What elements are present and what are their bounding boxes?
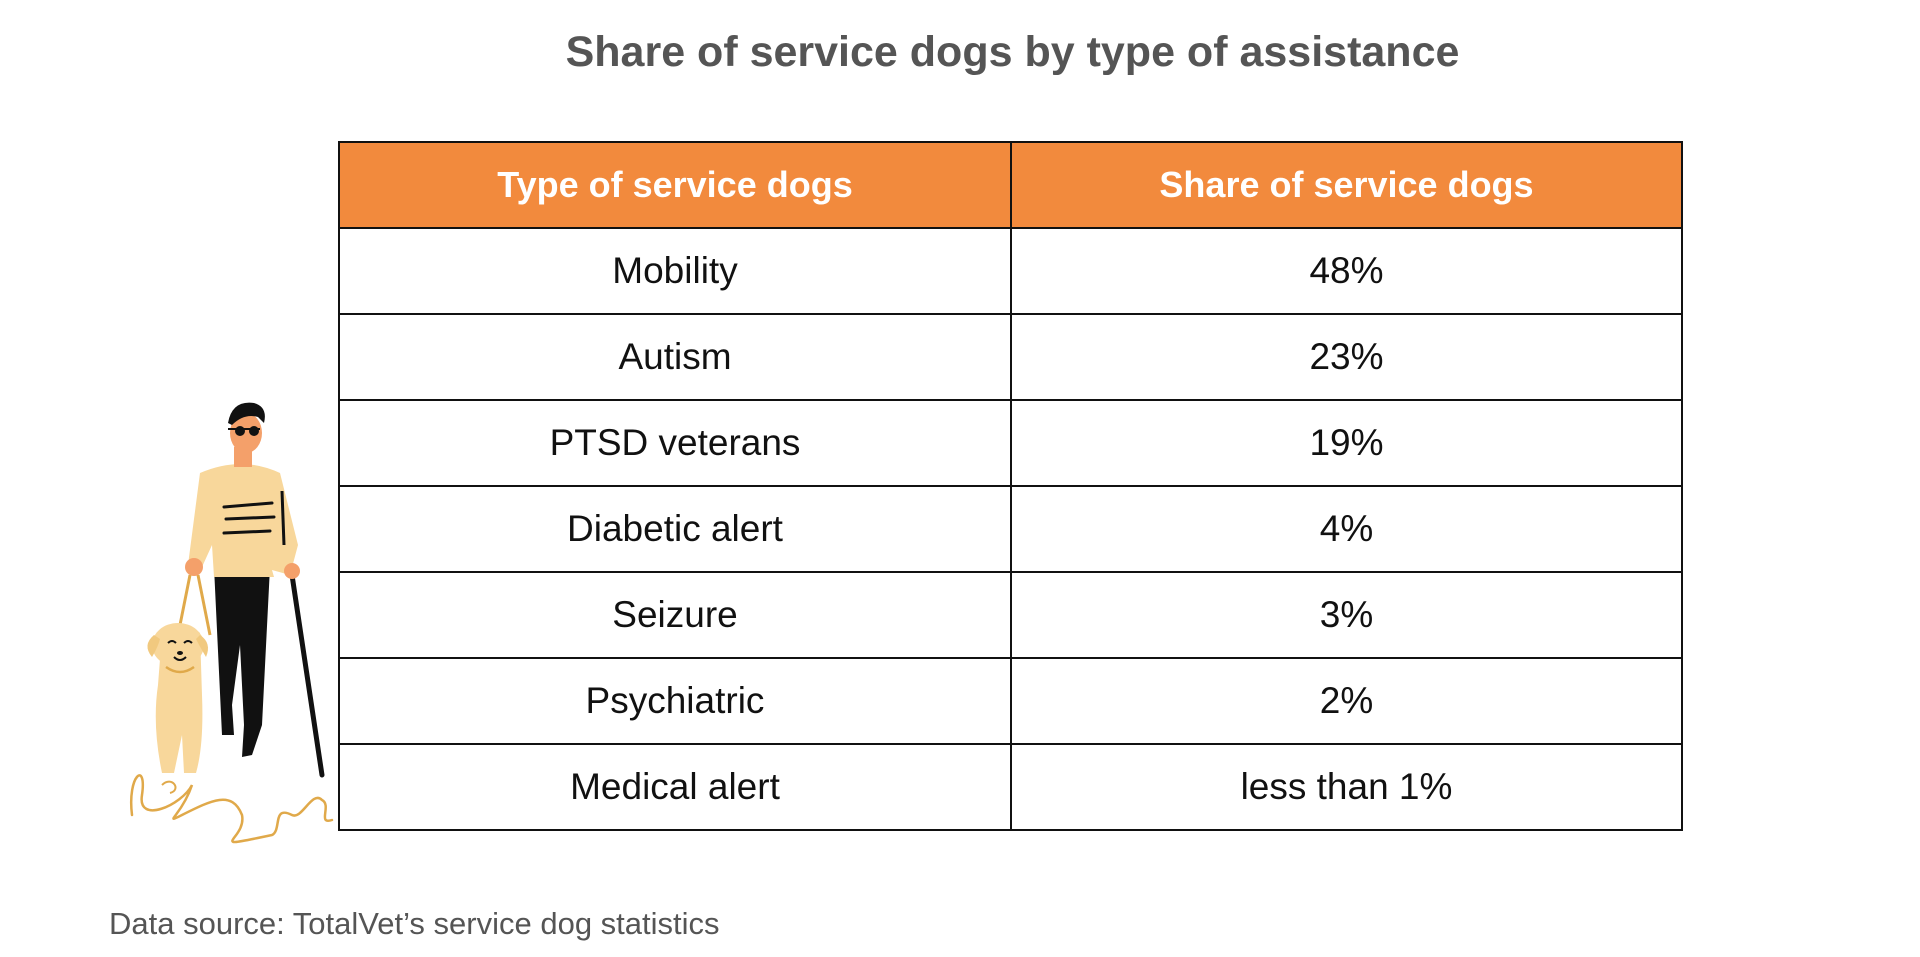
table-row: Medical alert less than 1% bbox=[338, 743, 1683, 831]
cell-share: 2% bbox=[1010, 657, 1683, 745]
cell-type: PTSD veterans bbox=[338, 399, 1012, 487]
data-source-note: Data source: TotalVet’s service dog stat… bbox=[109, 906, 720, 941]
cell-type: Psychiatric bbox=[338, 657, 1012, 745]
table-row: Diabetic alert 4% bbox=[338, 485, 1683, 573]
cell-type: Mobility bbox=[338, 227, 1012, 315]
data-table-container: Type of service dogs Share of service do… bbox=[338, 141, 1683, 831]
cell-share: less than 1% bbox=[1010, 743, 1683, 831]
chart-title: Share of service dogs by type of assista… bbox=[565, 28, 1460, 76]
table-row: Seizure 3% bbox=[338, 571, 1683, 659]
data-table: Type of service dogs Share of service do… bbox=[338, 141, 1683, 831]
table-header-row: Type of service dogs Share of service do… bbox=[338, 141, 1683, 229]
table-row: Mobility 48% bbox=[338, 227, 1683, 315]
table-row: Psychiatric 2% bbox=[338, 657, 1683, 745]
cell-share: 19% bbox=[1010, 399, 1683, 487]
cell-share: 23% bbox=[1010, 313, 1683, 401]
cell-share: 4% bbox=[1010, 485, 1683, 573]
table-row: PTSD veterans 19% bbox=[338, 399, 1683, 487]
cell-type: Diabetic alert bbox=[338, 485, 1012, 573]
column-header-share: Share of service dogs bbox=[1010, 141, 1683, 229]
cell-type: Seizure bbox=[338, 571, 1012, 659]
person-with-guide-dog-icon bbox=[129, 402, 334, 844]
cell-type: Autism bbox=[338, 313, 1012, 401]
column-header-type: Type of service dogs bbox=[338, 141, 1012, 229]
table-row: Autism 23% bbox=[338, 313, 1683, 401]
cell-share: 48% bbox=[1010, 227, 1683, 315]
cell-share: 3% bbox=[1010, 571, 1683, 659]
cell-type: Medical alert bbox=[338, 743, 1012, 831]
